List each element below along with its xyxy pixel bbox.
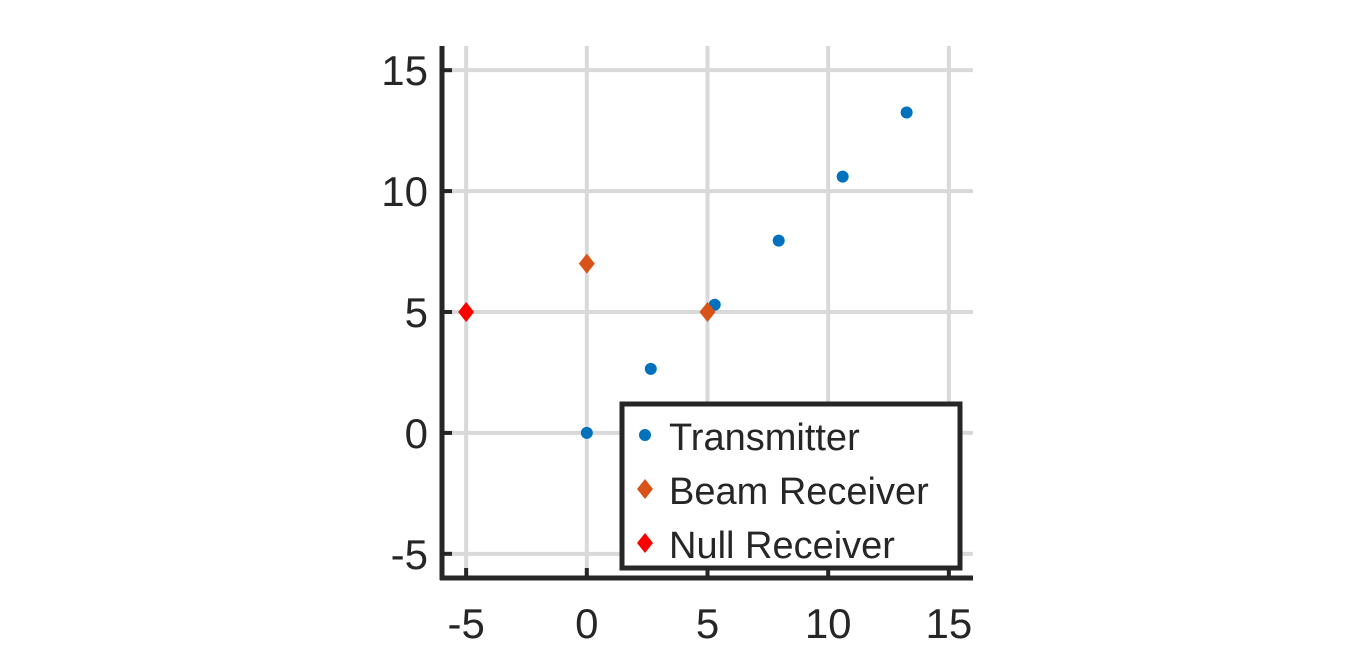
x-tick-label: 10: [805, 600, 852, 647]
x-tick-label: 5: [696, 600, 719, 647]
x-tick-label: 0: [575, 600, 598, 647]
legend-marker-transmitter: [639, 429, 651, 441]
y-tick-label: 0: [405, 410, 428, 457]
legend-label-beam-receiver: Beam Receiver: [669, 471, 929, 513]
y-tick-label: 5: [405, 289, 428, 336]
legend-marker-beam-receiver: [637, 479, 653, 499]
transmitter-point: [772, 234, 785, 247]
x-tick-label: 15: [926, 600, 973, 647]
transmitter-point: [836, 170, 849, 183]
legend-label-transmitter: Transmitter: [669, 417, 860, 459]
y-tick-label: -5: [391, 531, 428, 578]
null-receiver-point: [458, 302, 475, 322]
legend-label-null-receiver: Null Receiver: [669, 525, 895, 567]
axes: [439, 46, 973, 581]
transmitter-point: [580, 426, 593, 439]
legend: Transmitter Beam Receiver Null Receiver: [619, 401, 963, 571]
data-points: [458, 106, 913, 439]
x-tick-label: -5: [447, 600, 484, 647]
y-tick-label: 10: [381, 168, 428, 215]
beam-receiver-point: [699, 302, 716, 322]
transmitter-point: [900, 106, 913, 119]
legend-marker-null-receiver: [637, 533, 653, 553]
y-tick-label: 15: [381, 47, 428, 94]
tick-labels: -5 0 5 10 15 -5 0 5 10 15: [381, 47, 972, 647]
legend-box: [619, 401, 963, 571]
beam-receiver-point: [578, 253, 595, 274]
transmitter-point: [644, 362, 657, 375]
